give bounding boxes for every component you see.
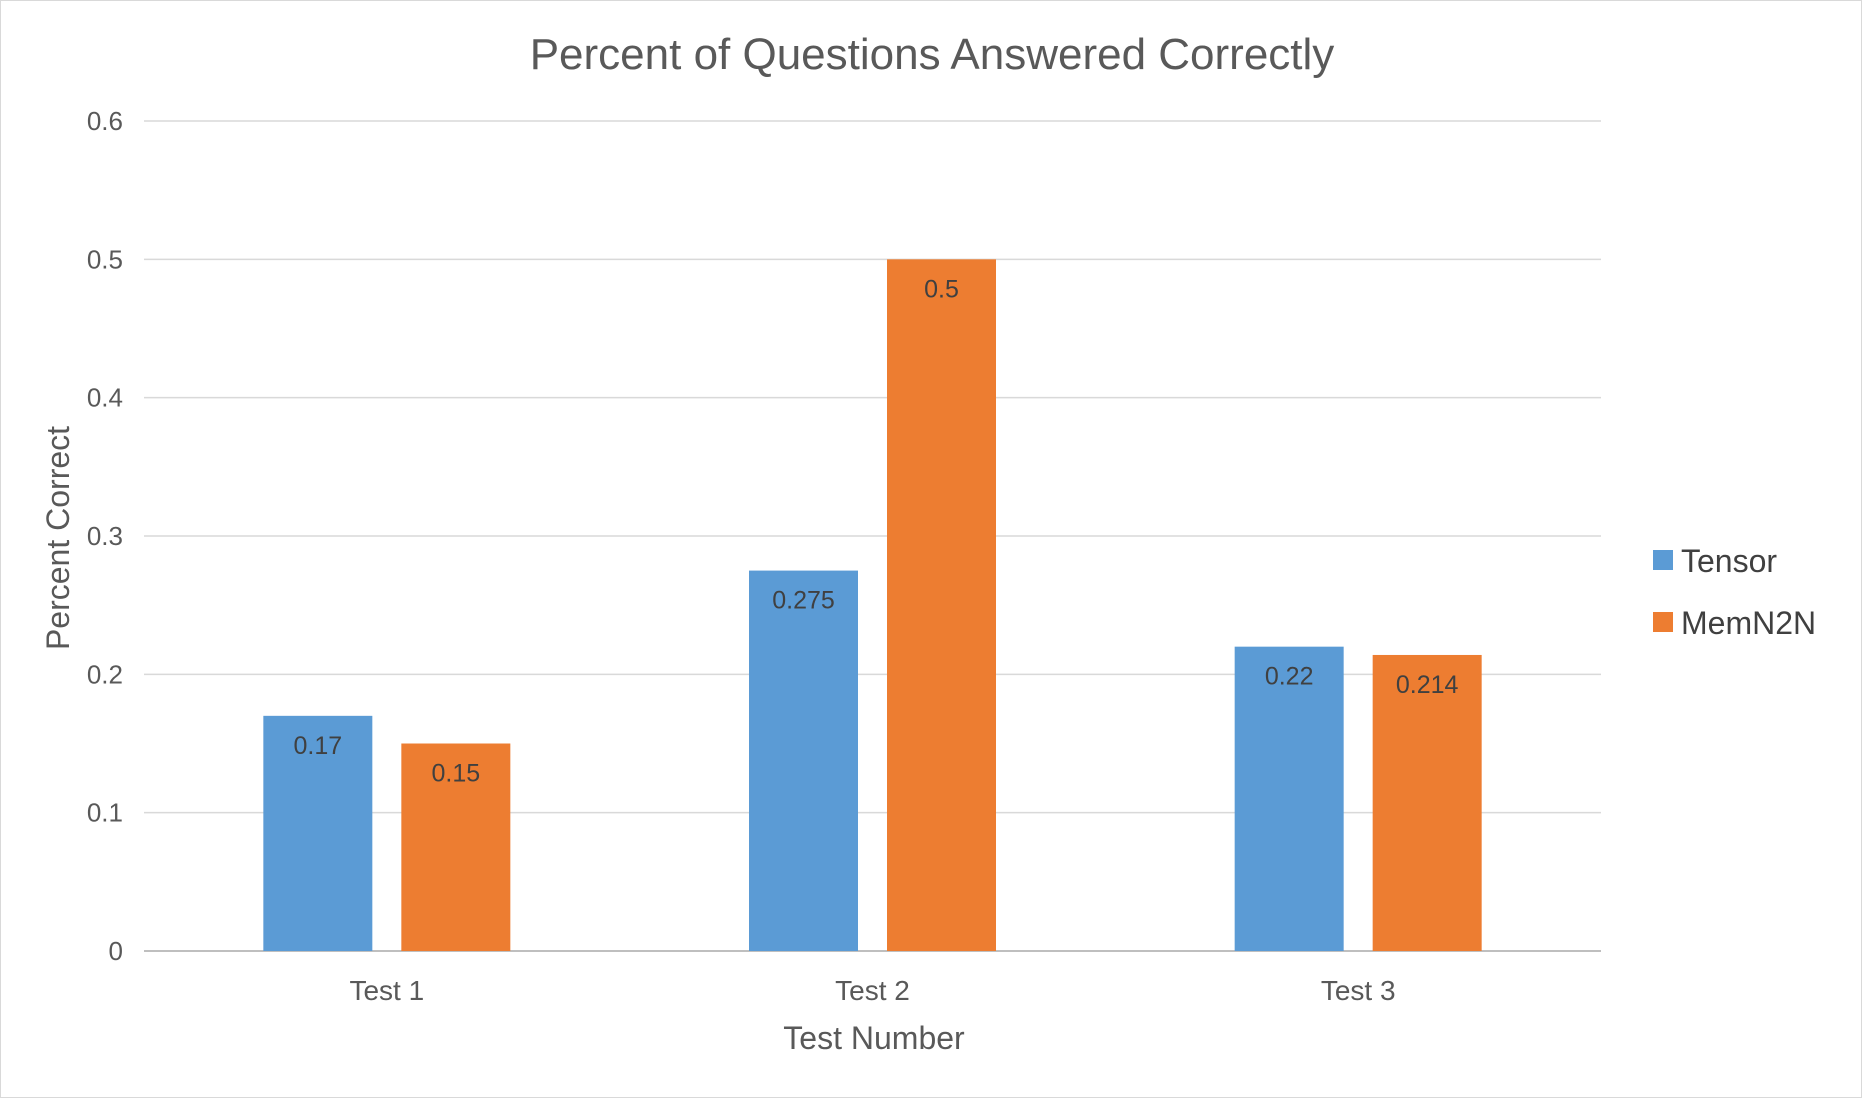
gridlines: [144, 120, 1601, 952]
x-axis-title: Test Number: [783, 1020, 965, 1056]
y-tick-label: 0: [109, 936, 123, 966]
bar-memn2n-2: [887, 259, 996, 951]
legend-item: Tensor: [1653, 543, 1777, 579]
data-label: 0.15: [431, 760, 480, 788]
data-label: 0.275: [772, 587, 835, 615]
legend-swatch: [1653, 550, 1673, 570]
legend-item: MemN2N: [1653, 605, 1816, 641]
data-label: 0.214: [1396, 671, 1459, 699]
y-axis-title: Percent Correct: [40, 426, 76, 650]
y-tick-label: 0.4: [87, 383, 123, 413]
bar-tensor-1: [263, 715, 373, 951]
data-label: 0.17: [293, 732, 342, 760]
x-category-label: Test 1: [349, 975, 424, 1006]
legend-label: MemN2N: [1681, 605, 1816, 641]
legend-swatch: [1653, 612, 1673, 632]
chart-title: Percent of Questions Answered Correctly: [530, 30, 1335, 79]
legend: Tensor MemN2N: [1653, 543, 1816, 641]
bar-memn2n-1: [401, 743, 511, 951]
bar-tensor-3: [1234, 646, 1344, 951]
x-category-label: Test 3: [1321, 975, 1396, 1006]
bars: [263, 259, 1482, 951]
data-labels: 0.17 0.15 0.275 0.5 0.22 0.214: [293, 275, 1458, 787]
y-tick-label: 0.3: [87, 521, 123, 551]
y-axis-ticks: 0 0.1 0.2 0.3 0.4 0.5 0.6: [87, 106, 123, 966]
x-category-label: Test 2: [835, 975, 910, 1006]
y-tick-label: 0.5: [87, 244, 123, 274]
y-tick-label: 0.1: [87, 798, 123, 828]
data-label: 0.22: [1265, 663, 1314, 691]
bar-memn2n-3: [1372, 654, 1482, 951]
y-tick-label: 0.6: [87, 106, 123, 136]
data-label: 0.5: [924, 275, 959, 303]
x-axis-categories: Test 1 Test 2 Test 3: [349, 975, 1395, 1006]
bar-tensor-2: [749, 570, 858, 951]
y-tick-label: 0.2: [87, 659, 123, 689]
legend-label: Tensor: [1681, 543, 1777, 579]
